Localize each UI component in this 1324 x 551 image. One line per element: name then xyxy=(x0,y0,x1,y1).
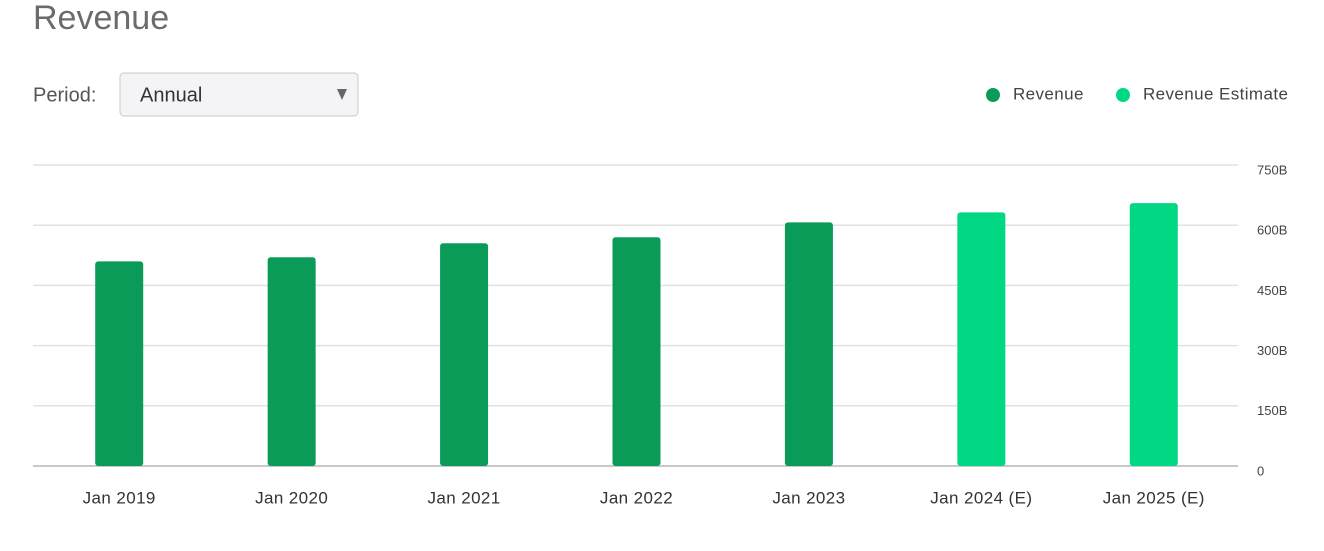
x-tick-label: Jan 2022 xyxy=(600,488,673,507)
bar xyxy=(784,222,833,466)
x-tick-label: Jan 2025 (E) xyxy=(1103,488,1205,507)
select-box[interactable] xyxy=(119,72,359,117)
legend-label[interactable]: Revenue Estimate xyxy=(1143,84,1288,103)
bar xyxy=(1129,203,1178,467)
x-tick-label: Jan 2023 xyxy=(772,488,845,507)
x-tick-label: Jan 2019 xyxy=(83,488,156,507)
chart-title: Revenue xyxy=(33,0,169,37)
legend-label[interactable]: Revenue xyxy=(1013,84,1084,103)
period-label: Period: xyxy=(33,84,96,106)
legend-marker xyxy=(986,88,1000,102)
bar xyxy=(440,243,489,466)
bar xyxy=(95,261,144,466)
select-arrow[interactable] xyxy=(337,89,347,100)
bar xyxy=(267,257,316,466)
y-tick-label: 600B xyxy=(1257,223,1287,238)
y-tick-label: 150B xyxy=(1257,403,1287,418)
y-tick-label: 750B xyxy=(1257,162,1287,177)
x-tick-label: Jan 2024 (E) xyxy=(930,488,1032,507)
y-tick-label: 300B xyxy=(1257,343,1287,358)
select-value[interactable]: Annual xyxy=(140,84,202,106)
x-tick-label: Jan 2021 xyxy=(427,488,500,507)
x-tick-label: Jan 2020 xyxy=(255,488,328,507)
legend-marker xyxy=(1116,88,1130,102)
bar xyxy=(612,237,661,466)
y-tick-label: 450B xyxy=(1257,283,1287,298)
period-select[interactable]: Annual xyxy=(119,72,359,117)
y-tick-label: 0 xyxy=(1257,463,1264,478)
bar xyxy=(957,212,1006,466)
